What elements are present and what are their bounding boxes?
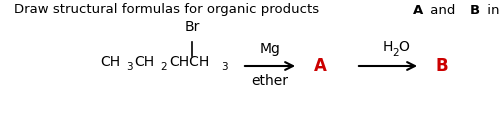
Text: O: O: [397, 40, 408, 54]
Text: Mg: Mg: [259, 42, 280, 56]
Text: B: B: [469, 4, 479, 17]
Text: CH: CH: [100, 55, 120, 69]
Text: A: A: [313, 57, 326, 75]
Text: and: and: [425, 4, 459, 17]
Text: CH: CH: [134, 55, 154, 69]
Text: 3: 3: [126, 62, 132, 72]
Text: 2: 2: [391, 48, 398, 58]
Text: ether: ether: [251, 74, 288, 88]
Text: 2: 2: [160, 62, 167, 72]
Text: 3: 3: [220, 62, 227, 72]
Text: H: H: [382, 40, 393, 54]
Text: in the window below.: in the window below.: [482, 4, 501, 17]
Text: Br: Br: [184, 20, 199, 34]
Text: B: B: [435, 57, 447, 75]
Text: CHCH: CHCH: [169, 55, 209, 69]
Text: Draw structural formulas for organic products: Draw structural formulas for organic pro…: [14, 4, 323, 17]
Text: A: A: [412, 4, 423, 17]
